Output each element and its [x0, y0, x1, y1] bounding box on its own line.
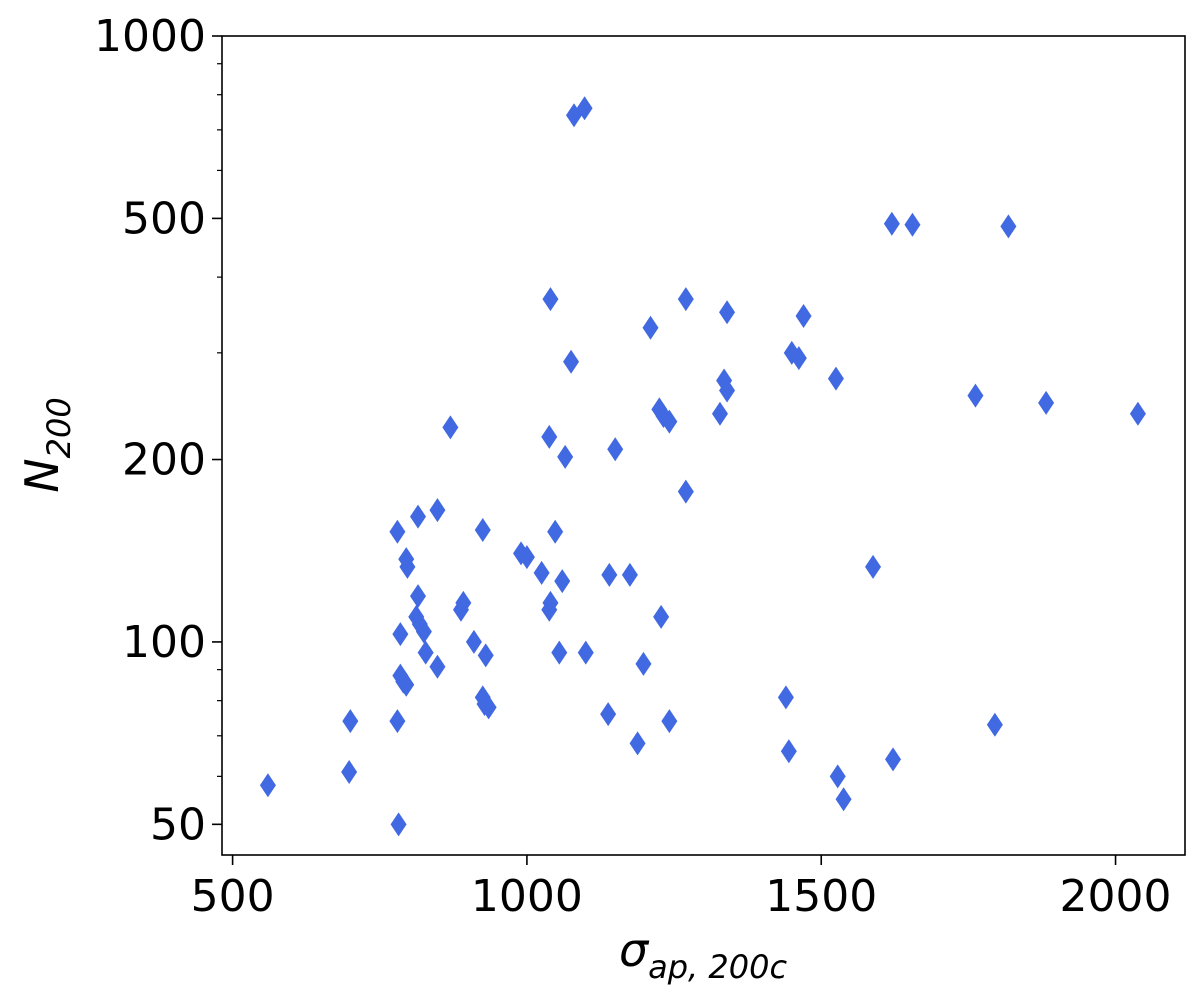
data-point — [389, 709, 406, 734]
data-point — [777, 685, 794, 710]
y-tick-label: 200 — [122, 435, 206, 486]
y-tick-label: 500 — [122, 193, 206, 244]
data-point — [967, 383, 984, 408]
data-point — [790, 346, 807, 371]
y-tick-label: 100 — [122, 617, 206, 668]
data-point — [986, 712, 1003, 737]
data-point — [452, 597, 469, 622]
data-point — [719, 300, 736, 325]
data-point — [576, 96, 593, 121]
data-point — [629, 731, 646, 756]
data-point — [480, 695, 497, 720]
x-tick-label: 2000 — [1060, 871, 1172, 922]
data-point — [399, 554, 416, 579]
data-point — [885, 747, 902, 772]
y-axis-label-main: N — [15, 458, 69, 492]
data-point — [442, 415, 459, 440]
x-tick-label: 1000 — [471, 871, 583, 922]
data-point — [477, 643, 494, 668]
x-axis-label: σap, 200c — [619, 923, 788, 986]
data-point — [711, 401, 728, 426]
data-point — [1000, 214, 1017, 239]
data-point — [1038, 390, 1055, 415]
data-point — [865, 554, 882, 579]
data-point — [554, 569, 571, 594]
data-point — [795, 304, 812, 329]
y-tick-label: 1000 — [94, 11, 206, 62]
data-point — [342, 709, 359, 734]
data-point — [883, 211, 900, 236]
data-point — [474, 518, 491, 543]
data-point — [390, 812, 407, 837]
data-point — [827, 366, 844, 391]
data-point — [621, 562, 638, 587]
data-point — [835, 787, 852, 812]
data-point — [547, 519, 564, 544]
data-point — [392, 622, 409, 647]
data-point — [542, 287, 559, 312]
data-point — [1129, 401, 1146, 426]
data-point — [551, 640, 568, 665]
data-point — [661, 709, 678, 734]
data-point — [719, 378, 736, 403]
data-point — [410, 504, 427, 529]
y-axis-label-subscript: 200 — [40, 397, 78, 458]
data-point — [563, 349, 580, 374]
x-tick-label: 500 — [191, 871, 275, 922]
data-point — [577, 640, 594, 665]
x-tick-label: 1500 — [765, 871, 877, 922]
data-point — [415, 619, 432, 644]
data-point — [557, 444, 574, 469]
data-point — [661, 409, 678, 434]
data-point — [601, 562, 618, 587]
data-point — [642, 315, 659, 340]
data-point — [677, 287, 694, 312]
y-axis-label: N200 — [15, 397, 78, 493]
data-point — [389, 519, 406, 544]
x-axis-label-subscript: ap, 200c — [648, 948, 787, 986]
plot-frame — [221, 35, 1186, 856]
data-point — [417, 640, 434, 665]
data-point — [829, 764, 846, 789]
data-point — [465, 629, 482, 654]
data-point — [635, 651, 652, 676]
data-point — [904, 212, 921, 237]
data-point — [398, 672, 415, 697]
markers-layer — [259, 96, 1146, 837]
data-point — [429, 654, 446, 679]
data-point — [653, 604, 670, 629]
x-axis-label-main: σ — [619, 923, 650, 977]
data-point — [341, 760, 358, 785]
data-point — [518, 545, 535, 570]
data-point — [259, 773, 276, 798]
ticks-layer: 500 1000 1500 2000 50 100 200 500 1000 — [94, 11, 1172, 922]
data-point — [541, 597, 558, 622]
data-point — [780, 739, 797, 764]
data-point — [541, 424, 558, 449]
data-point — [533, 560, 550, 585]
data-point — [600, 702, 617, 727]
y-tick-label: 50 — [150, 799, 206, 850]
data-point — [429, 498, 446, 523]
data-point — [607, 437, 624, 462]
data-point — [410, 584, 427, 609]
data-point — [677, 479, 694, 504]
